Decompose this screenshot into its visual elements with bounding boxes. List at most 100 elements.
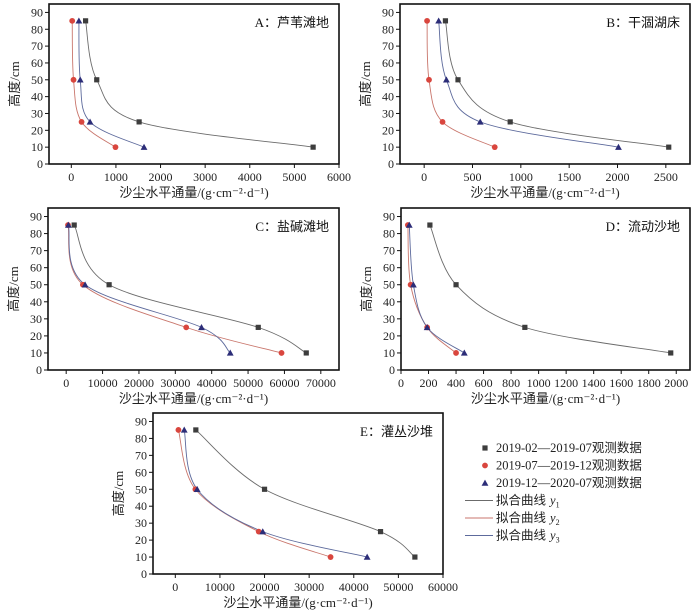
- data-point-obs2: [426, 76, 432, 83]
- data-point-obs2: [278, 350, 285, 356]
- y-tick-label: 90: [30, 210, 42, 224]
- data-point-obs2: [70, 76, 77, 83]
- data-point-obs3: [460, 349, 468, 356]
- legend-label: 拟合曲线 y1: [496, 493, 560, 510]
- data-point-obs1: [412, 554, 418, 560]
- x-tick-label: 5000: [282, 170, 306, 184]
- x-tick-label: 2000: [149, 170, 173, 184]
- y-tick-label: 20: [382, 123, 394, 137]
- x-tick-label: 20000: [250, 580, 280, 594]
- fit-curve-fit1: [429, 224, 671, 354]
- y-tick-label: 0: [36, 363, 42, 377]
- y-tick-label: 50: [135, 482, 147, 496]
- data-point-obs3: [615, 143, 622, 150]
- y-tick-label: 90: [31, 5, 43, 19]
- y-tick-label: 60: [135, 465, 147, 479]
- legend-sub: 2: [556, 518, 560, 527]
- x-tick-label: 30000: [160, 376, 190, 390]
- panel-title: C：盐碱滩地: [255, 219, 329, 234]
- legend-marker-obs1: [482, 445, 488, 451]
- x-tick-label: 4000: [238, 170, 262, 184]
- y-tick-label: 10: [135, 550, 147, 564]
- data-point-obs3: [180, 426, 188, 433]
- fit-curve-fit3: [408, 225, 465, 354]
- data-point-obs3: [423, 323, 431, 331]
- x-axis-label: 沙尘水平通量/(g·cm⁻²·d⁻¹): [119, 185, 268, 200]
- legend-label-text: 拟合曲线: [496, 493, 547, 508]
- plot-frame: [48, 3, 340, 165]
- data-point-obs2: [183, 324, 190, 331]
- data-point-obs3: [198, 323, 205, 331]
- data-point-obs1: [668, 350, 674, 356]
- x-axis-label: 沙尘水平通量/(g·cm⁻²·d⁻¹): [470, 185, 619, 200]
- y-tick-label: 10: [382, 140, 394, 154]
- data-point-obs2: [69, 17, 76, 24]
- data-point-obs2: [112, 144, 119, 151]
- y-tick-label: 70: [30, 244, 42, 258]
- data-point-obs3: [259, 528, 267, 535]
- x-tick-label: 40000: [197, 376, 227, 390]
- y-axis-label: 高度/cm: [111, 471, 126, 517]
- legend: 2019-02—2019-07观测数据 2019-07—2019-12观测数据 20…: [465, 440, 642, 545]
- x-tick-label: 0: [63, 376, 69, 390]
- data-point-obs3: [64, 221, 72, 228]
- data-point-obs1: [255, 324, 261, 330]
- data-point-obs1: [377, 529, 384, 535]
- y-tick-label: 50: [382, 73, 394, 87]
- fit-curve-fit3: [78, 20, 145, 148]
- plot-frame: [47, 207, 340, 371]
- legend-label: 拟合曲线 y2: [496, 510, 560, 527]
- y-tick-label: 60: [31, 56, 43, 70]
- panel-title: E：灌丛沙堆: [360, 424, 433, 439]
- y-tick-label: 40: [30, 295, 42, 309]
- x-tick-label: 6000: [327, 170, 351, 184]
- fit-curve-fit3: [67, 224, 231, 354]
- y-tick-label: 40: [135, 499, 147, 513]
- data-point-obs3: [226, 349, 234, 356]
- data-point-obs1: [455, 77, 461, 83]
- data-point-obs1: [666, 144, 672, 150]
- x-tick-label: 50000: [383, 580, 413, 594]
- x-tick-label: 400: [447, 376, 465, 390]
- data-point-obs1: [94, 77, 100, 83]
- data-point-obs3: [409, 281, 417, 288]
- data-point-obs3: [86, 118, 94, 125]
- y-tick-label: 90: [383, 210, 395, 224]
- x-tick-label: 800: [502, 376, 520, 390]
- data-point-obs1: [507, 119, 513, 125]
- fit-curve-fit1: [73, 224, 307, 354]
- data-point-obs2: [175, 427, 182, 433]
- data-point-obs1: [442, 18, 449, 24]
- x-tick-label: 20000: [124, 376, 154, 390]
- x-axis-label: 沙尘水平通量/(g·cm⁻²·d⁻¹): [223, 595, 372, 610]
- data-point-obs3: [76, 76, 84, 83]
- y-tick-label: 10: [30, 346, 42, 360]
- y-tick-label: 50: [383, 278, 395, 292]
- plot-frame: [399, 3, 691, 165]
- x-tick-label: 1200: [554, 376, 578, 390]
- x-tick-label: 1000: [527, 376, 551, 390]
- y-tick-label: 90: [382, 5, 394, 19]
- fit-curve-fit1: [85, 20, 314, 148]
- y-tick-label: 10: [31, 140, 43, 154]
- panel-c: 0 10 20 30 40 50 60 70 80 90 0 10000 20000 30000 40000…: [6, 207, 340, 406]
- y-tick-label: 80: [30, 227, 42, 241]
- data-point-obs1: [82, 18, 89, 24]
- data-point-obs1: [261, 486, 268, 492]
- legend-label-text: 拟合曲线: [496, 510, 547, 525]
- x-tick-label: 60000: [269, 376, 299, 390]
- y-tick-label: 30: [382, 106, 394, 120]
- data-point-obs3: [75, 17, 83, 24]
- fit-curve-fit1: [195, 429, 416, 558]
- x-tick-label: 0: [398, 376, 404, 390]
- data-point-obs1: [522, 324, 528, 330]
- data-point-obs1: [303, 350, 309, 356]
- y-tick-label: 20: [383, 329, 395, 343]
- x-tick-label: 1000: [509, 170, 533, 184]
- fit-curve-fit3: [438, 20, 619, 148]
- x-tick-label: 200: [420, 376, 438, 390]
- y-tick-label: 0: [389, 363, 395, 377]
- y-tick-label: 80: [382, 22, 394, 36]
- data-point-obs1: [310, 144, 316, 150]
- legend-marker-obs3: [481, 479, 489, 486]
